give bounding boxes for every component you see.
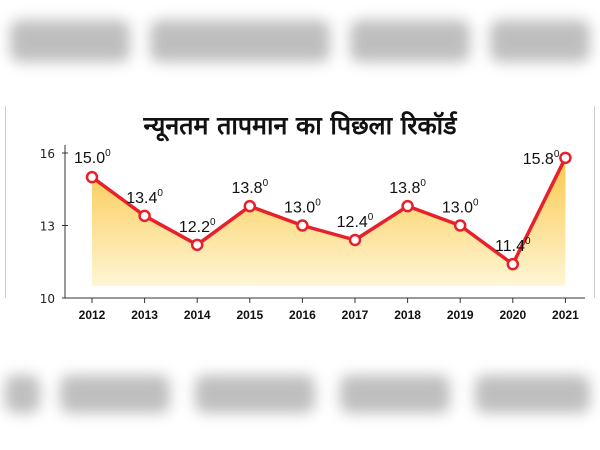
data-point [559, 151, 572, 165]
data-label: 12.20 [179, 217, 216, 236]
degree-superscript: 0 [420, 178, 426, 189]
degree-superscript: 0 [105, 148, 111, 159]
data-point [348, 233, 362, 247]
y-tick-label: 13 [40, 220, 55, 234]
data-point [138, 209, 151, 223]
data-point [296, 219, 309, 232]
area-fill [92, 157, 566, 286]
data-point [243, 199, 257, 213]
degree-superscript: 0 [473, 198, 479, 209]
data-label: 13.40 [126, 188, 163, 207]
y-tick-label: 16 [40, 147, 55, 161]
data-point [401, 199, 414, 213]
degree-superscript: 0 [263, 178, 269, 189]
x-tick-label: 2018 [394, 308, 421, 322]
blurred-background-header [0, 0, 600, 90]
panel-left-edge [5, 106, 6, 298]
data-label: 13.80 [389, 178, 426, 197]
x-tick-label: 2014 [184, 308, 211, 322]
data-label: 11.40 [495, 236, 531, 255]
x-tick-label: 2020 [499, 308, 526, 322]
data-point [190, 238, 204, 252]
y-tick-label: 10 [40, 292, 55, 306]
x-tick-label: 2019 [447, 308, 474, 322]
data-label: 13.00 [442, 198, 479, 217]
data-point [453, 219, 467, 232]
data-label: 15.00 [74, 148, 111, 167]
degree-superscript: 0 [554, 149, 560, 160]
x-tick-label: 2012 [79, 308, 106, 322]
degree-superscript: 0 [525, 236, 531, 247]
data-label: 13.00 [284, 198, 321, 217]
degree-superscript: 0 [157, 188, 163, 199]
x-tick-label: 2015 [236, 308, 263, 322]
x-tick-label: 2013 [131, 308, 158, 322]
blurred-background-footer [0, 350, 600, 450]
x-tick-label: 2017 [342, 308, 369, 322]
series-line [90, 157, 567, 266]
degree-superscript: 0 [315, 198, 321, 209]
x-tick-label: 2021 [552, 308, 579, 322]
data-label: 15.80 [523, 149, 560, 168]
data-point [85, 170, 99, 184]
data-label: 13.80 [231, 178, 268, 197]
panel-right-edge [594, 106, 595, 298]
degree-superscript: 0 [210, 217, 216, 228]
data-label: 12.40 [337, 212, 374, 231]
data-point [506, 257, 520, 271]
x-tick-label: 2016 [289, 308, 316, 322]
degree-superscript: 0 [368, 212, 374, 223]
chart-title: न्यूनतम तापमान का पिछला रिकॉर्ड [143, 111, 457, 140]
